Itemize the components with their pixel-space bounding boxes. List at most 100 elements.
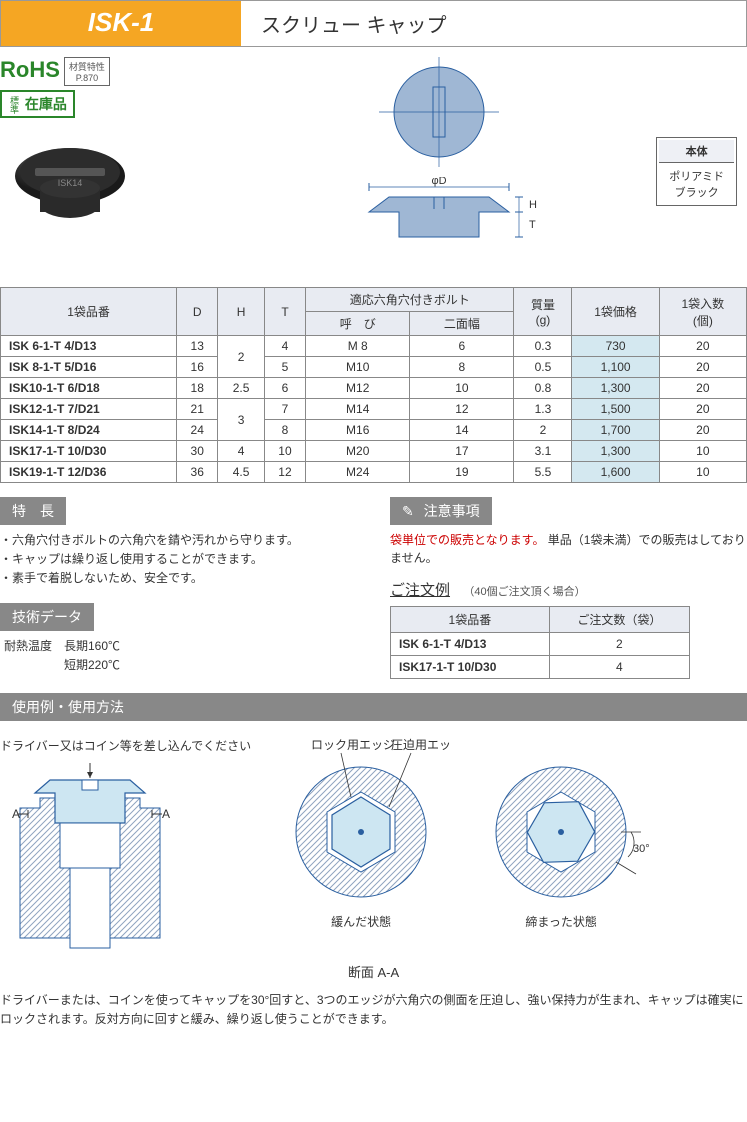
cell-bolt: M12 [306, 378, 410, 399]
cell-T: 7 [264, 399, 305, 420]
material-spec-table: 本体 ポリアミド ブラック [656, 137, 737, 206]
cell-bolt: M14 [306, 399, 410, 420]
order-row: ISK 6-1-T 4/D132 [391, 633, 690, 656]
rohs-badge: RoHS [0, 57, 60, 86]
cell-T: 4 [264, 336, 305, 357]
cell-price: 730 [572, 336, 659, 357]
caution-heading: ✎ 注意事項 [390, 497, 492, 525]
cell-T: 10 [264, 441, 305, 462]
material-label: 材質特性 [69, 62, 105, 72]
dimensions-table: 1袋品番 D H T 適応六角穴付きボルト 質量(g) 1袋価格 1袋入数(個)… [0, 287, 747, 483]
cell-D: 21 [177, 399, 218, 420]
cell-partnum: ISK14-1-T 8/D24 [1, 420, 177, 441]
product-photo: ISK14 [0, 126, 130, 246]
cell-mass: 0.5 [514, 357, 572, 378]
cell-width: 8 [410, 357, 514, 378]
material-badge: 材質特性 P.870 [64, 57, 110, 86]
cell-H: 2.5 [218, 378, 265, 399]
cell-bolt: M16 [306, 420, 410, 441]
cell-qty: 10 [659, 441, 746, 462]
cell-mass: 3.1 [514, 441, 572, 462]
cell-mass: 5.5 [514, 462, 572, 483]
cell-H: 4 [218, 441, 265, 462]
tech-line: 耐熱温度 長期160℃ [4, 637, 360, 656]
caution-text: 袋単位での販売となります。 単品（1袋未満）での販売はしておりません。 [390, 531, 747, 567]
cell-width: 12 [410, 399, 514, 420]
svg-text:圧迫用エッジ: 圧迫用エッジ [391, 738, 451, 752]
driver-label: ドライバー又はコイン等を差し込んでください [0, 737, 251, 754]
order-th-qty: ご注文数（袋） [549, 607, 689, 633]
pencil-icon: ✎ [402, 503, 414, 519]
cell-width: 19 [410, 462, 514, 483]
cell-width: 17 [410, 441, 514, 462]
th-T: T [264, 288, 305, 336]
section-label: 断面 A-A [0, 962, 747, 981]
cell-bolt: M24 [306, 462, 410, 483]
side-view-diagram: φD H T [339, 177, 539, 267]
product-title: スクリュー キャップ [241, 1, 746, 46]
order-row: ISK17-1-T 10/D304 [391, 656, 690, 679]
cell-price: 1,700 [572, 420, 659, 441]
cell-price: 1,100 [572, 357, 659, 378]
svg-text:ロック用エッジ: ロック用エッジ [311, 738, 395, 752]
table-row: ISK 6-1-T 4/D131324M 860.373020 [1, 336, 747, 357]
feature-item: 素手で着脱しないため、安全です。 [0, 569, 360, 588]
table-row: ISK19-1-T 12/D36364.512M24195.51,60010 [1, 462, 747, 483]
cell-qty: 20 [659, 378, 746, 399]
order-example-table: 1袋品番 ご注文数（袋） ISK 6-1-T 4/D132ISK17-1-T 1… [390, 606, 690, 679]
cell-partnum: ISK17-1-T 10/D30 [1, 441, 177, 462]
cell-partnum: ISK19-1-T 12/D36 [1, 462, 177, 483]
feature-item: キャップは繰り返し使用することができます。 [0, 550, 360, 569]
order-cell-qty: 4 [549, 656, 689, 679]
cell-price: 1,300 [572, 441, 659, 462]
svg-text:A: A [162, 807, 170, 821]
cell-partnum: ISK12-1-T 7/D21 [1, 399, 177, 420]
dimension-diagram: φD H T 本体 ポリアミド ブラック [130, 57, 747, 267]
cell-mass: 2 [514, 420, 572, 441]
cell-D: 13 [177, 336, 218, 357]
th-mass: 質量(g) [514, 288, 572, 336]
cell-D: 16 [177, 357, 218, 378]
svg-text:T: T [529, 219, 536, 231]
product-code: ISK-1 [1, 1, 241, 46]
svg-text:30°: 30° [633, 843, 650, 855]
top-section: RoHS 材質特性 P.870 標準 在庫品 [0, 47, 747, 277]
th-bolt-name: 呼 び [306, 312, 410, 336]
th-bolt-group: 適応六角穴付きボルト [306, 288, 514, 312]
order-th-pn: 1袋品番 [391, 607, 550, 633]
th-partnum: 1袋品番 [1, 288, 177, 336]
cell-D: 18 [177, 378, 218, 399]
badges-block: RoHS 材質特性 P.870 標準 在庫品 [0, 57, 130, 246]
order-cell-qty: 2 [549, 633, 689, 656]
cell-D: 36 [177, 462, 218, 483]
cell-H: 4.5 [218, 462, 265, 483]
order-note: （40個ご注文頂く場合） [463, 586, 585, 598]
cell-qty: 20 [659, 336, 746, 357]
top-view-diagram [379, 57, 499, 167]
material-page: P.870 [76, 73, 98, 83]
cell-H: 2 [218, 336, 265, 378]
cell-mass: 1.3 [514, 399, 572, 420]
cell-D: 30 [177, 441, 218, 462]
page-header: ISK-1 スクリュー キャップ [0, 0, 747, 47]
spec-badge-header: 本体 [659, 140, 734, 163]
cell-mass: 0.8 [514, 378, 572, 399]
usage-heading: 使用例・使用方法 [0, 693, 747, 721]
cell-bolt: M 8 [306, 336, 410, 357]
usage-area: ドライバー又はコイン等を差し込んでください A A [0, 727, 747, 1039]
cell-width: 14 [410, 420, 514, 441]
cell-partnum: ISK 8-1-T 5/D16 [1, 357, 177, 378]
caution-red: 袋単位での販売となります。 [390, 533, 544, 547]
stock-badge: 標準 在庫品 [0, 90, 75, 118]
cell-mass: 0.3 [514, 336, 572, 357]
order-cell-pn: ISK17-1-T 10/D30 [391, 656, 550, 679]
cell-qty: 20 [659, 357, 746, 378]
cell-T: 8 [264, 420, 305, 441]
cell-T: 6 [264, 378, 305, 399]
tech-heading: 技術データ [0, 603, 94, 631]
table-row: ISK10-1-T 6/D18182.56M12100.81,30020 [1, 378, 747, 399]
tight-state-diagram: 30° 締まった状態 [471, 737, 651, 930]
cell-bolt: M20 [306, 441, 410, 462]
cell-width: 6 [410, 336, 514, 357]
loose-caption: 緩んだ状態 [271, 913, 451, 930]
